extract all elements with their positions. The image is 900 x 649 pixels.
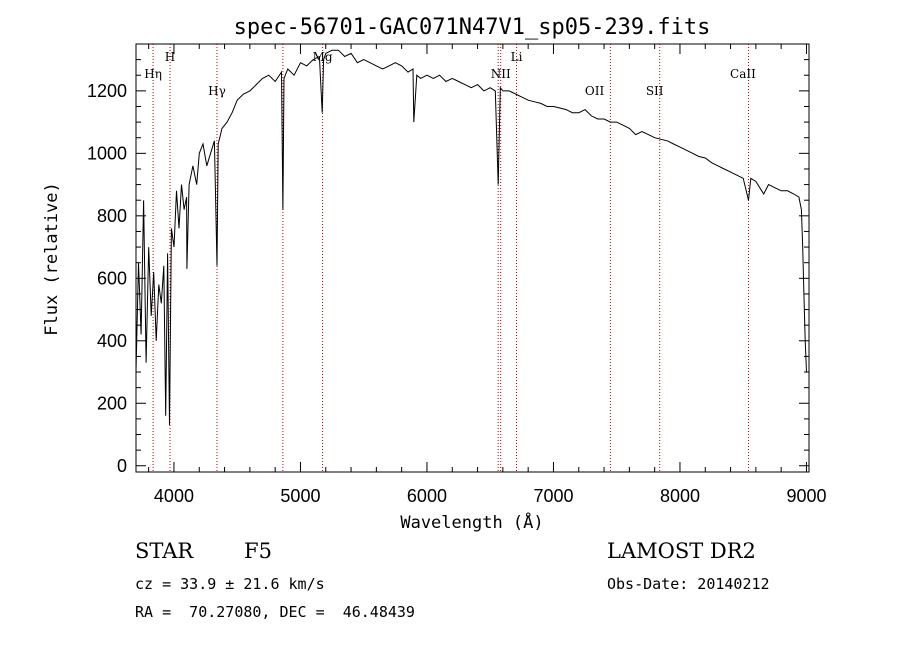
annotation-label: OII — [585, 84, 605, 98]
x-axis: 4000 5000 6000 7000 8000 9000 — [148, 44, 826, 506]
annotation-label: Mg — [313, 50, 333, 64]
survey-label: LAMOST DR2 — [607, 539, 756, 563]
x-tick-label: 9000 — [786, 486, 826, 506]
emission-line-markers — [152, 44, 750, 472]
coordinates-readout: RA = 70.27080, DEC = 46.48439 — [135, 603, 415, 621]
y-tick-label: 600 — [97, 268, 127, 288]
y-tick-label: 800 — [97, 206, 127, 226]
y-axis-label: Flux (relative) — [42, 182, 62, 336]
y-axis: 0 200 400 600 800 1000 1200 — [87, 59, 809, 476]
x-tick-label: 6000 — [407, 486, 447, 506]
spectrum-line — [135, 49, 807, 426]
annotation-label: Li — [511, 50, 523, 64]
annotation-label: Hη — [144, 67, 162, 81]
y-tick-label: 1200 — [87, 81, 127, 101]
y-tick-label: 0 — [117, 456, 127, 476]
y-tick-label: 400 — [97, 331, 127, 351]
x-tick-label: 7000 — [533, 486, 573, 506]
object-class: STAR — [135, 539, 194, 563]
obs-date-readout: Obs-Date: 20140212 — [607, 575, 770, 593]
chart-title: spec-56701-GAC071N47V1_sp05-239.fits — [234, 15, 711, 40]
annotation-label: H — [165, 50, 175, 64]
annotation-label: Hγ — [208, 84, 226, 98]
object-subclass: F5 — [244, 539, 272, 563]
y-tick-label: 200 — [97, 393, 127, 413]
redshift-readout: cz = 33.9 ± 21.6 km/s — [135, 575, 325, 593]
x-axis-label: Wavelength (Å) — [400, 511, 543, 533]
x-tick-label: 5000 — [280, 486, 320, 506]
x-tick-label: 4000 — [154, 486, 194, 506]
annotation-label: NII — [491, 67, 511, 81]
annotation-label: SII — [646, 84, 664, 98]
annotation-label: CaII — [730, 67, 756, 81]
x-tick-label: 8000 — [660, 486, 700, 506]
plot-frame — [135, 43, 810, 473]
y-tick-label: 1000 — [87, 143, 127, 163]
